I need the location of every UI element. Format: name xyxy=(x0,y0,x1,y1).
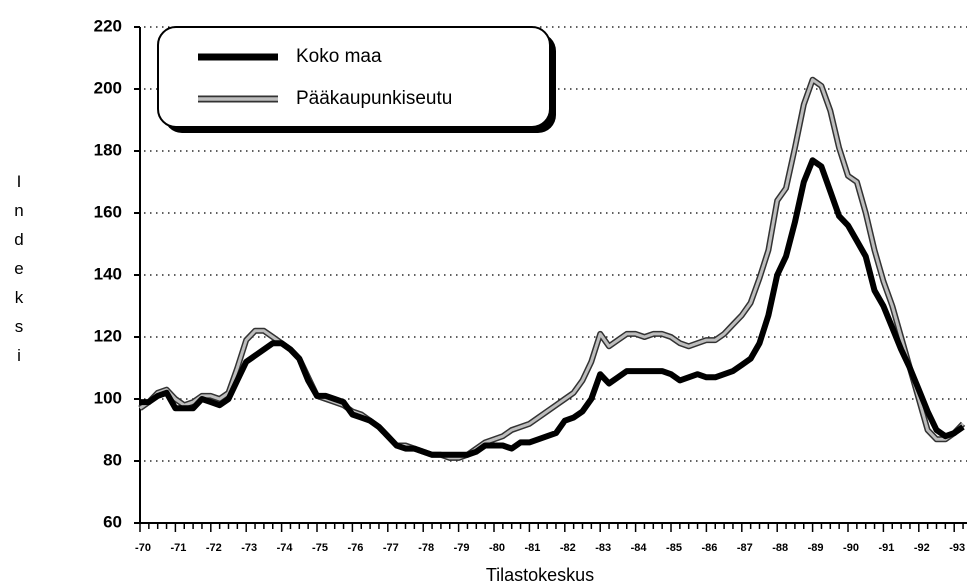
x-tick-label: -82 xyxy=(560,542,576,554)
y-tick-label: 120 xyxy=(94,326,122,345)
y-axis-label: Indeksi xyxy=(10,172,29,375)
legend: Koko maa Pääkaupunkiseutu xyxy=(157,26,556,133)
legend-label: Koko maa xyxy=(296,46,382,67)
x-tick-label: -72 xyxy=(206,542,222,554)
x-axis-label: Tilastokeskus xyxy=(486,565,594,585)
y-tick-label: 160 xyxy=(94,202,122,221)
y-tick-label: 180 xyxy=(94,140,122,159)
x-tick-label: -91 xyxy=(878,542,894,554)
legend-box xyxy=(157,26,551,128)
line-highlight xyxy=(139,78,965,460)
x-tick-label: -79 xyxy=(454,542,470,554)
line xyxy=(138,76,966,461)
x-tick-label: -88 xyxy=(772,542,788,554)
x-tick-label: -90 xyxy=(843,542,859,554)
y-tick-label: 80 xyxy=(103,450,122,469)
x-tick-label: -71 xyxy=(170,542,186,554)
x-tick-label: -87 xyxy=(737,542,753,554)
x-tick-label: -78 xyxy=(418,542,434,554)
x-tick-label: -70 xyxy=(135,542,151,554)
x-tick-label: -73 xyxy=(241,542,257,554)
x-tick-label: -80 xyxy=(489,542,505,554)
y-tick-label: 200 xyxy=(94,78,122,97)
legend-label: Pääkaupunkiseutu xyxy=(296,88,452,109)
x-tick-label: -93 xyxy=(949,542,965,554)
x-tick-label: -75 xyxy=(312,542,328,554)
y-tick-label: 100 xyxy=(94,388,122,407)
y-tick-label: 140 xyxy=(94,264,122,283)
x-tick-label: -77 xyxy=(383,542,399,554)
line xyxy=(140,157,965,458)
x-tick-label: -84 xyxy=(631,542,648,554)
x-tick-label: -92 xyxy=(914,542,930,554)
x-tick-label: -74 xyxy=(277,542,294,554)
x-tick-label: -83 xyxy=(595,542,611,554)
x-tick-label: -85 xyxy=(666,542,682,554)
y-tick-label: 220 xyxy=(94,16,122,35)
y-tick-label: 60 xyxy=(103,512,122,531)
x-tick-label: -86 xyxy=(701,542,717,554)
x-tick-label: -76 xyxy=(347,542,363,554)
x-tick-label: -81 xyxy=(524,542,540,554)
x-tick-label: -89 xyxy=(808,542,824,554)
